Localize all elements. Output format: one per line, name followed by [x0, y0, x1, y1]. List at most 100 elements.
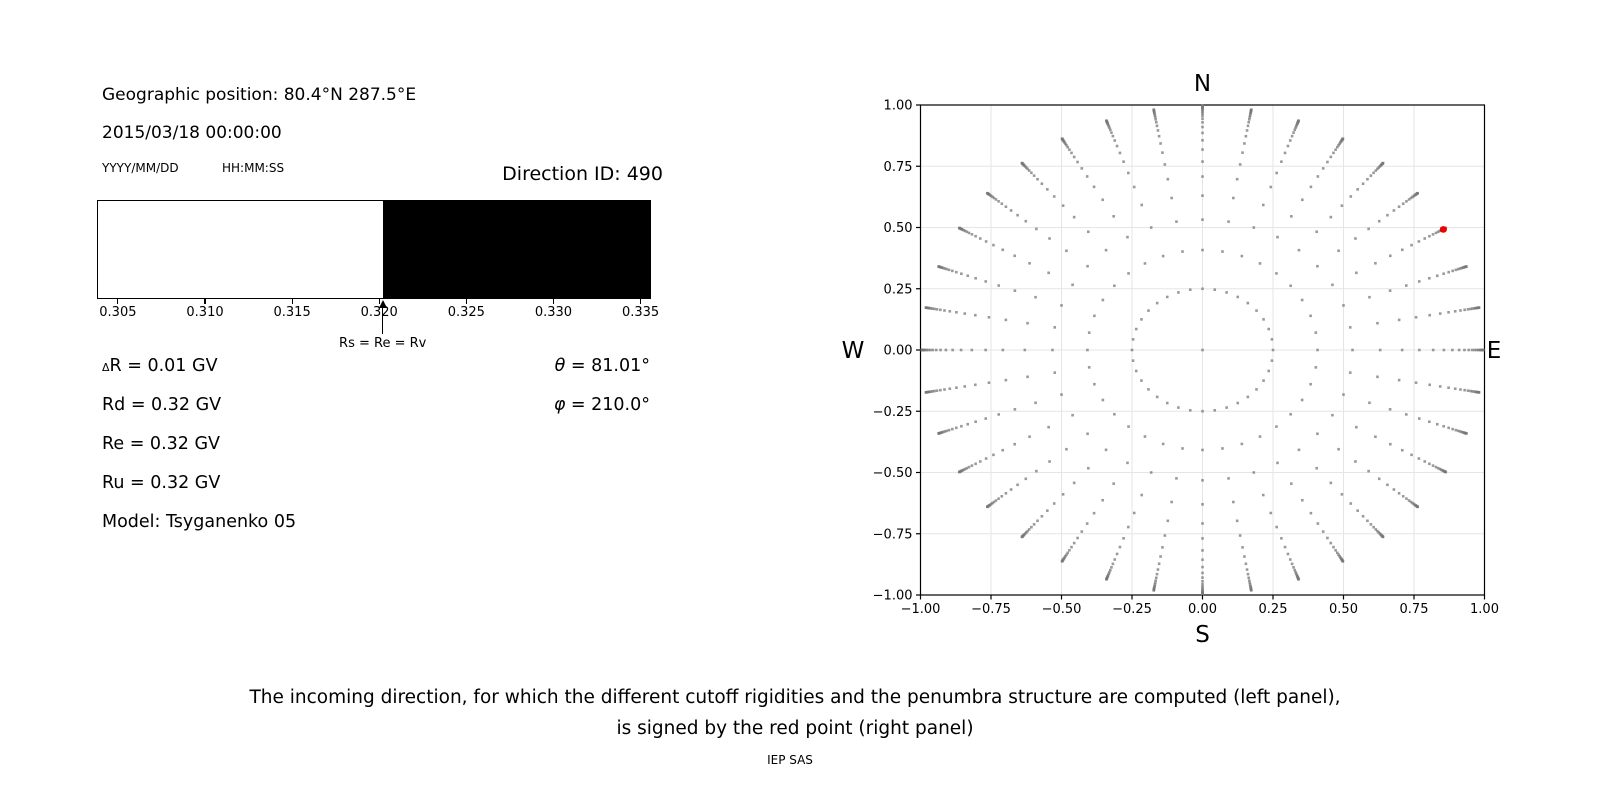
direction-dot	[1275, 272, 1278, 275]
direction-dot	[1023, 348, 1027, 352]
direction-dot	[1051, 348, 1054, 352]
direction-dot	[1165, 401, 1169, 405]
direction-dot	[939, 348, 942, 352]
direction-dot	[1472, 390, 1476, 393]
direction-dot	[1236, 401, 1240, 405]
direction-dot	[1188, 288, 1192, 291]
direction-dot	[1309, 382, 1312, 386]
direction-dot	[1115, 144, 1119, 148]
direction-dot	[1329, 215, 1333, 219]
direction-dot	[1009, 209, 1013, 212]
direction-dot	[1126, 235, 1129, 239]
direction-dot	[955, 386, 958, 389]
direction-dot	[1335, 551, 1339, 555]
compass-west-label: W	[842, 338, 865, 364]
direction-dot	[997, 497, 1000, 500]
direction-dot	[1201, 409, 1204, 413]
direction-dot	[1201, 558, 1204, 562]
direction-dot	[1258, 435, 1262, 438]
direction-dot	[1431, 233, 1435, 236]
direction-dot	[1181, 447, 1184, 450]
direction-dot	[1111, 562, 1115, 566]
direction-dot	[1404, 284, 1408, 287]
param-model: Model: Tsyganenko 05	[102, 512, 297, 532]
direction-dot	[1248, 581, 1252, 585]
direction-dot	[1361, 514, 1365, 518]
penumbra-tick-label: 0.305	[99, 305, 137, 320]
direction-dot	[1026, 529, 1029, 533]
direction-dot	[1470, 348, 1474, 352]
direction-dot	[1280, 537, 1283, 540]
direction-dot	[1201, 160, 1204, 163]
direction-dot	[1442, 272, 1445, 276]
direction-dot	[1372, 171, 1375, 175]
direction-dot	[1400, 248, 1404, 252]
direction-dot	[1032, 174, 1036, 177]
direction-dot	[1213, 409, 1217, 412]
direction-dot	[955, 426, 958, 430]
direction-dot	[1435, 422, 1439, 426]
direction-dot	[1221, 250, 1224, 253]
direction-dot	[1459, 388, 1462, 391]
direction-dot	[1442, 348, 1446, 352]
x-tick-label: −0.50	[1042, 602, 1082, 617]
direction-dot	[984, 240, 988, 243]
direction-dot	[1246, 301, 1250, 305]
direction-dot	[929, 390, 933, 393]
direction-dot	[1246, 124, 1250, 128]
direction-dot	[1201, 565, 1204, 569]
direction-dot	[997, 200, 1000, 203]
direction-dot	[1052, 502, 1056, 505]
direction-dot	[1410, 453, 1413, 457]
direction-dot	[1240, 442, 1244, 446]
direction-dot	[1165, 295, 1169, 299]
direction-dot	[1469, 389, 1472, 393]
direction-dot	[1060, 137, 1064, 140]
direction-dot	[1101, 398, 1105, 402]
direction-dot	[1407, 198, 1411, 201]
direction-dot	[1152, 108, 1156, 111]
direction-dot	[1354, 237, 1357, 240]
direction-dot	[1046, 509, 1049, 512]
direction-dot	[960, 424, 963, 428]
direction-dot	[978, 237, 982, 240]
direction-dot	[1170, 500, 1173, 504]
direction-dot	[974, 462, 977, 466]
direction-dot	[1314, 331, 1318, 334]
direction-dot	[1134, 327, 1138, 331]
direction-dot	[1127, 171, 1130, 175]
direction-dot	[1267, 327, 1271, 331]
direction-dot	[1438, 229, 1442, 233]
direction-dot	[1275, 425, 1278, 428]
direction-dot	[1293, 568, 1297, 572]
direction-dot	[1482, 348, 1485, 352]
direction-dot	[1243, 142, 1246, 145]
direction-dot	[994, 499, 998, 502]
direction-dot	[1471, 390, 1474, 393]
direction-dot	[1132, 511, 1136, 515]
direction-dot	[1047, 271, 1050, 275]
direction-dot	[1475, 348, 1478, 352]
direction-dot	[947, 268, 951, 272]
direction-dot	[1013, 442, 1016, 446]
direction-dot	[1456, 429, 1460, 433]
datetime-text: 2015/03/18 00:00:00	[102, 123, 282, 143]
direction-dot	[1280, 160, 1283, 163]
direction-dot	[965, 466, 969, 470]
direction-dot	[1331, 283, 1334, 287]
direction-dot	[1392, 488, 1396, 491]
direction-dot	[1020, 161, 1024, 165]
direction-dot	[1334, 548, 1337, 552]
direction-dot	[1086, 348, 1089, 352]
direction-dot	[1361, 182, 1365, 186]
direction-dot	[1241, 151, 1244, 154]
direction-dot	[963, 312, 967, 315]
direction-dot	[1258, 262, 1262, 265]
direction-dot	[1410, 243, 1413, 247]
direction-dot	[1112, 482, 1115, 485]
direction-dot	[1377, 477, 1381, 481]
direction-dot	[1131, 338, 1135, 341]
direction-dot	[1466, 389, 1470, 392]
direction-dot	[1087, 366, 1091, 369]
direction-dot	[1108, 128, 1112, 132]
